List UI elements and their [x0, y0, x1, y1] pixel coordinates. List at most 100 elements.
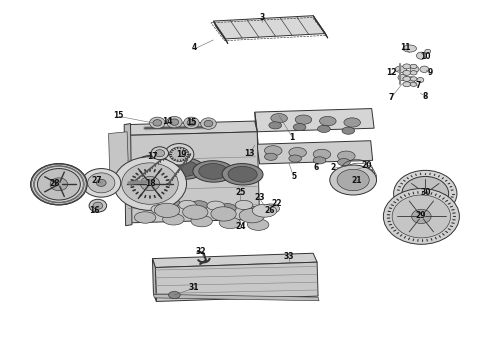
Text: 11: 11 — [400, 43, 411, 52]
Ellipse shape — [187, 120, 196, 126]
Ellipse shape — [403, 45, 416, 52]
Text: 29: 29 — [415, 211, 426, 220]
Text: 17: 17 — [147, 152, 158, 161]
Ellipse shape — [167, 116, 182, 128]
Ellipse shape — [153, 120, 162, 126]
Ellipse shape — [191, 215, 212, 227]
Ellipse shape — [410, 71, 417, 75]
Text: 1: 1 — [289, 132, 294, 141]
Ellipse shape — [170, 119, 179, 125]
Text: 21: 21 — [352, 176, 362, 185]
Ellipse shape — [170, 161, 199, 176]
Ellipse shape — [163, 213, 184, 225]
Text: 9: 9 — [427, 68, 433, 77]
Text: 18: 18 — [145, 179, 155, 188]
Polygon shape — [153, 294, 319, 301]
Ellipse shape — [420, 66, 429, 72]
Ellipse shape — [239, 208, 265, 223]
Text: 23: 23 — [254, 193, 265, 202]
Ellipse shape — [114, 157, 187, 210]
Ellipse shape — [342, 127, 355, 134]
Polygon shape — [124, 123, 132, 226]
Ellipse shape — [165, 144, 194, 165]
Ellipse shape — [293, 123, 306, 131]
Polygon shape — [213, 21, 228, 44]
Ellipse shape — [183, 205, 208, 219]
Ellipse shape — [207, 201, 224, 210]
Ellipse shape — [204, 120, 213, 127]
Polygon shape — [155, 262, 318, 301]
Ellipse shape — [295, 115, 312, 124]
Ellipse shape — [410, 66, 419, 72]
Ellipse shape — [247, 206, 265, 216]
Ellipse shape — [219, 217, 241, 229]
Ellipse shape — [199, 163, 228, 179]
Text: 27: 27 — [91, 176, 102, 185]
Polygon shape — [255, 109, 374, 132]
Ellipse shape — [410, 64, 417, 68]
Ellipse shape — [50, 178, 68, 191]
Text: 2: 2 — [330, 163, 335, 172]
Ellipse shape — [97, 179, 106, 186]
Ellipse shape — [211, 207, 236, 221]
Text: 16: 16 — [89, 206, 99, 215]
Ellipse shape — [319, 116, 336, 126]
Ellipse shape — [269, 122, 282, 129]
Ellipse shape — [313, 157, 326, 164]
Text: 15: 15 — [186, 118, 196, 127]
Ellipse shape — [330, 165, 376, 195]
Text: 5: 5 — [291, 172, 296, 181]
Text: 10: 10 — [420, 52, 431, 61]
Ellipse shape — [410, 77, 417, 81]
Ellipse shape — [201, 118, 216, 129]
Ellipse shape — [170, 147, 189, 161]
Text: 28: 28 — [49, 179, 60, 188]
Ellipse shape — [252, 204, 277, 217]
Ellipse shape — [425, 49, 431, 54]
Polygon shape — [213, 16, 325, 39]
Ellipse shape — [193, 161, 234, 182]
Text: 31: 31 — [189, 283, 199, 292]
Ellipse shape — [247, 219, 269, 230]
Text: 26: 26 — [264, 206, 274, 215]
Ellipse shape — [222, 163, 263, 185]
Text: 6: 6 — [313, 163, 318, 172]
Ellipse shape — [134, 195, 151, 204]
Ellipse shape — [417, 77, 424, 82]
Ellipse shape — [30, 163, 87, 205]
Ellipse shape — [318, 125, 330, 132]
Ellipse shape — [398, 74, 407, 81]
Polygon shape — [313, 16, 328, 38]
Ellipse shape — [406, 77, 415, 83]
Ellipse shape — [151, 147, 169, 159]
Polygon shape — [152, 253, 317, 267]
Ellipse shape — [403, 82, 411, 87]
Text: 15: 15 — [113, 111, 123, 120]
Ellipse shape — [392, 195, 451, 238]
Ellipse shape — [410, 82, 417, 86]
Ellipse shape — [140, 176, 160, 191]
Text: 24: 24 — [235, 222, 245, 231]
Ellipse shape — [151, 204, 169, 214]
Ellipse shape — [89, 199, 107, 212]
Ellipse shape — [149, 117, 165, 129]
Ellipse shape — [191, 201, 208, 210]
Ellipse shape — [93, 202, 103, 209]
Text: 13: 13 — [245, 149, 255, 158]
Text: 7: 7 — [389, 93, 394, 102]
Ellipse shape — [403, 70, 411, 75]
Polygon shape — [127, 132, 260, 223]
Text: 33: 33 — [284, 252, 294, 261]
Text: 20: 20 — [362, 161, 372, 170]
Ellipse shape — [383, 189, 460, 244]
Ellipse shape — [265, 153, 277, 160]
Text: 14: 14 — [162, 117, 172, 126]
Ellipse shape — [403, 64, 411, 69]
Ellipse shape — [179, 201, 196, 210]
Ellipse shape — [235, 201, 253, 210]
Ellipse shape — [228, 166, 257, 182]
Ellipse shape — [271, 113, 288, 123]
Ellipse shape — [338, 151, 355, 161]
Polygon shape — [255, 112, 260, 164]
Ellipse shape — [313, 149, 331, 159]
